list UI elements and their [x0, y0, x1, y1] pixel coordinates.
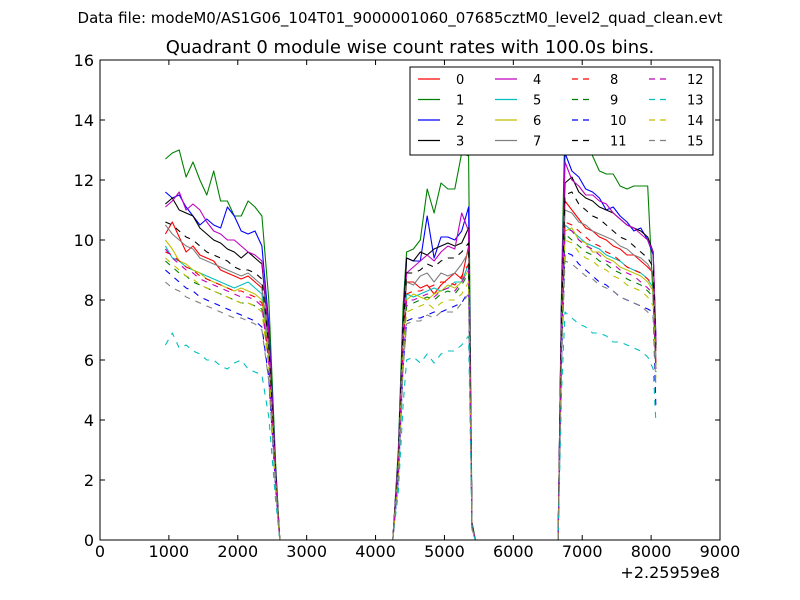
x-tick-label: 1000: [149, 542, 190, 561]
y-tick-label: 0: [84, 531, 94, 550]
x-tick-label: 2000: [217, 542, 258, 561]
legend-label-0: 0: [456, 73, 464, 88]
series-lines: [164, 113, 657, 541]
y-tick-label: 6: [84, 351, 94, 370]
legend-label-10: 10: [610, 114, 627, 129]
data-file-suptitle: Data file: modeM0/AS1G06_104T01_90000010…: [77, 9, 723, 27]
series-line-14: [165, 239, 657, 541]
series-line-4: [165, 161, 657, 541]
x-tick-label: 8000: [631, 542, 672, 561]
series-line-6: [164, 227, 657, 541]
x-tick-label: 6000: [493, 542, 534, 561]
legend-label-3: 3: [456, 135, 464, 150]
legend-label-12: 12: [687, 73, 704, 88]
legend-label-14: 14: [687, 114, 704, 129]
x-tick-label: 5000: [424, 542, 465, 561]
x-tick-label: 9000: [700, 542, 741, 561]
y-tick-label: 2: [84, 471, 94, 490]
legend-label-11: 11: [610, 135, 627, 150]
x-offset-label: +2.25959e8: [620, 563, 720, 582]
x-tick-label: 7000: [562, 542, 603, 561]
legend-label-2: 2: [456, 114, 464, 129]
y-tick-label: 16: [74, 51, 94, 70]
series-line-9: [165, 233, 657, 541]
series-line-2: [165, 152, 657, 541]
series-line-7: [164, 209, 657, 541]
chart-title: Quadrant 0 module wise count rates with …: [165, 37, 655, 58]
legend-label-4: 4: [533, 73, 541, 88]
y-tick-label: 12: [74, 171, 94, 190]
series-line-1: [165, 113, 657, 541]
legend-label-15: 15: [687, 135, 704, 150]
legend-label-1: 1: [456, 94, 464, 109]
axis-ticks: 0 1000 2000 3000 4000 5000 6000 7000 8000 9000 0 2 4…: [74, 51, 741, 561]
y-tick-label: 14: [74, 111, 94, 130]
x-tick-label: 4000: [355, 542, 396, 561]
series-line-10: [165, 251, 657, 541]
series-line-0: [164, 200, 657, 541]
y-tick-label: 10: [74, 231, 94, 250]
series-line-8: [165, 221, 657, 541]
legend-label-8: 8: [610, 73, 618, 88]
x-tick-label: 3000: [286, 542, 327, 561]
series-line-13: [164, 311, 657, 541]
series-line-3: [165, 176, 657, 541]
x-tick-label: 0: [95, 542, 105, 561]
series-line-12: [164, 227, 657, 541]
series-line-5: [164, 224, 657, 541]
legend-label-5: 5: [533, 94, 541, 109]
legend-label-9: 9: [610, 94, 618, 109]
y-tick-label: 4: [84, 411, 94, 430]
series-line-15: [165, 260, 657, 541]
legend-label-13: 13: [687, 94, 704, 109]
y-tick-label: 8: [84, 291, 94, 310]
legend-label-6: 6: [533, 114, 541, 129]
legend-label-7: 7: [533, 135, 541, 150]
series-line-11: [165, 191, 657, 541]
